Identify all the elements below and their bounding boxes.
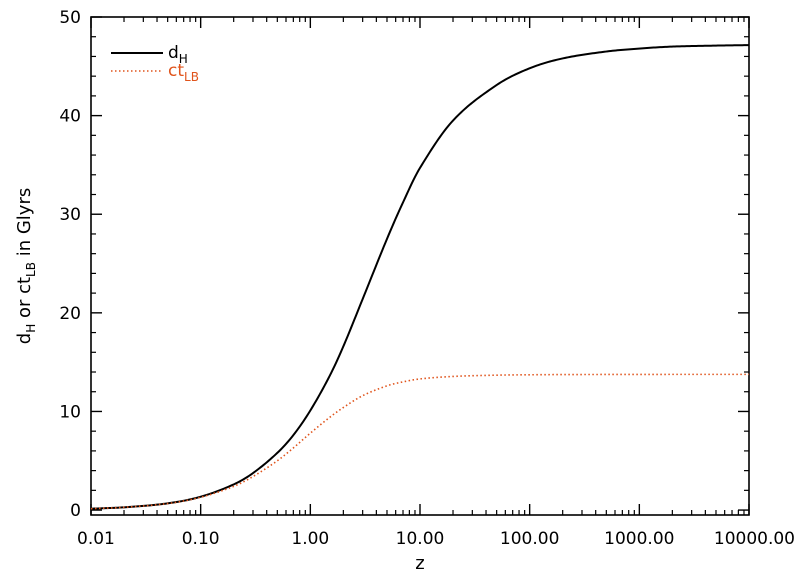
plot-frame — [90, 16, 750, 516]
axis-ticks — [90, 16, 750, 515]
legend-dh-main: d — [168, 43, 179, 63]
legend: dH ctLB — [111, 43, 199, 84]
x-axis-label: z — [415, 553, 424, 574]
legend-dh-sub: H — [179, 52, 188, 66]
y-label-part-or-ct: or ct — [14, 277, 35, 324]
y-tick-label: 0 — [70, 501, 81, 521]
y-axis-label: dH or ctLB in Glyrs — [14, 188, 38, 344]
y-tick-label: 40 — [59, 107, 81, 127]
x-tick-label: 1.00 — [291, 529, 329, 549]
legend-ctlb-main: ct — [168, 61, 184, 81]
x-tick-label: 0.10 — [182, 529, 220, 549]
y-label-sub-lb: LB — [24, 262, 38, 277]
legend-ctlb-sub: LB — [184, 70, 199, 84]
y-label-part-in-glyrs: in Glyrs — [14, 188, 35, 262]
x-tick-label: 100.00 — [500, 529, 559, 549]
y-label-sub-h: H — [24, 324, 38, 333]
x-tick-label: 1000.00 — [604, 529, 674, 549]
x-tick-label: 10.00 — [396, 529, 445, 549]
series-line-0 — [90, 44, 750, 510]
y-tick-label: 10 — [59, 402, 81, 422]
series-layer — [90, 44, 750, 510]
x-tick-label: 0.01 — [77, 529, 115, 549]
x-tick-label: 10000.00 — [714, 529, 795, 549]
y-label-part-d: d — [14, 333, 35, 344]
legend-label-dh: dH — [168, 43, 188, 66]
y-tick-label: 50 — [59, 8, 81, 28]
series-line-1 — [90, 373, 749, 510]
legend-label-ctlb: ctLB — [168, 61, 199, 84]
y-tick-labels: 0 10 20 30 40 50 — [59, 8, 81, 521]
y-tick-label: 30 — [59, 205, 81, 225]
x-tick-labels: 0.01 0.10 1.00 10.00 100.00 1000.00 10000.00 — [77, 529, 795, 549]
y-tick-label: 20 — [59, 304, 81, 324]
